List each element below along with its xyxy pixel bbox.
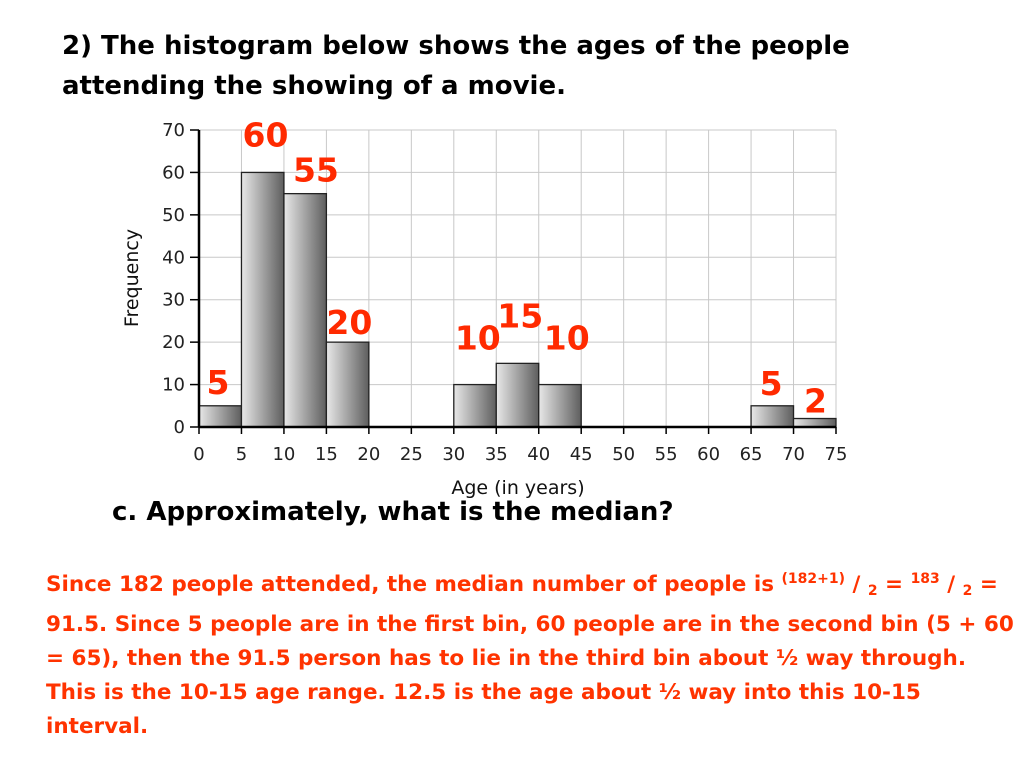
x-tick-label: 5	[236, 444, 247, 465]
part-c-question: c. Approximately, what is the median?	[112, 497, 674, 527]
x-tick-label: 55	[655, 444, 678, 465]
answer-superscript-2: 183	[910, 571, 940, 587]
x-tick-label: 40	[527, 444, 550, 465]
histogram-chart: 0 5 10 15 20 25 30 35 40 45 50 55 60 65 70 750102030405…	[121, 115, 847, 499]
bar-value-label: 20	[326, 303, 372, 342]
histogram-bar	[495, 362, 540, 428]
bar-value-label: 10	[544, 319, 590, 358]
x-axis-title: Age (in years)	[451, 477, 584, 499]
x-tick-label: 30	[442, 444, 465, 465]
x-tick-label: 75	[825, 444, 848, 465]
x-tick-label: 70	[782, 444, 805, 465]
answer-subscript-1: 2	[867, 583, 878, 599]
y-tick-label: 30	[162, 290, 185, 311]
y-tick-label: 50	[162, 205, 185, 226]
answer-text-2: /	[844, 572, 868, 597]
answer-superscript-1: (182+1)	[781, 571, 845, 587]
x-tick-label: 45	[570, 444, 593, 465]
x-tick-label: 0	[193, 444, 204, 465]
y-tick-label: 10	[162, 375, 185, 396]
y-tick-label: 60	[162, 162, 185, 183]
bar-value-label: 5	[207, 363, 230, 402]
y-tick-label: 70	[162, 120, 185, 141]
y-axis-title: Frequency	[121, 229, 143, 327]
question-text: 2) The histogram below shows the ages of…	[62, 31, 850, 101]
bar-value-label: 5	[760, 364, 783, 403]
histogram-bars	[198, 171, 837, 428]
tick-labels: 0 5 10 15 20 25 30 35 40 45 50 55 60 65 70 750102030405…	[162, 120, 847, 465]
x-tick-label: 10	[272, 444, 295, 465]
answer-text-4: /	[939, 572, 963, 597]
x-tick-label: 35	[485, 444, 508, 465]
bar-value-label: 15	[497, 296, 543, 335]
x-tick-label: 50	[612, 444, 635, 465]
answer-text-5: = 91.5. Since 5 people are in the first …	[46, 572, 1014, 739]
y-tick-label: 40	[162, 247, 185, 268]
answer-explanation: Since 182 people attended, the median nu…	[46, 562, 1014, 744]
x-tick-label: 65	[740, 444, 763, 465]
histogram-bar	[325, 341, 370, 428]
bar-value-label: 55	[293, 151, 339, 190]
histogram-bar	[240, 171, 285, 428]
bar-value-label: 60	[242, 115, 288, 154]
x-tick-label: 25	[400, 444, 423, 465]
answer-text-1: Since 182 people attended, the median nu…	[46, 572, 782, 597]
histogram-bar	[283, 192, 328, 428]
x-tick-label: 15	[315, 444, 338, 465]
y-tick-label: 20	[162, 332, 185, 353]
answer-subscript-2: 2	[962, 583, 973, 599]
answer-text-3: =	[877, 572, 911, 597]
x-tick-label: 20	[357, 444, 380, 465]
histogram-bar	[198, 405, 243, 428]
histogram-bar	[750, 405, 795, 428]
chart-axes	[190, 129, 837, 434]
bar-value-label: 10	[455, 319, 501, 358]
histogram-bar	[538, 383, 582, 428]
bar-value-label: 2	[804, 382, 827, 421]
histogram-bar	[453, 383, 497, 428]
x-tick-label: 60	[697, 444, 720, 465]
y-tick-label: 0	[174, 417, 185, 438]
